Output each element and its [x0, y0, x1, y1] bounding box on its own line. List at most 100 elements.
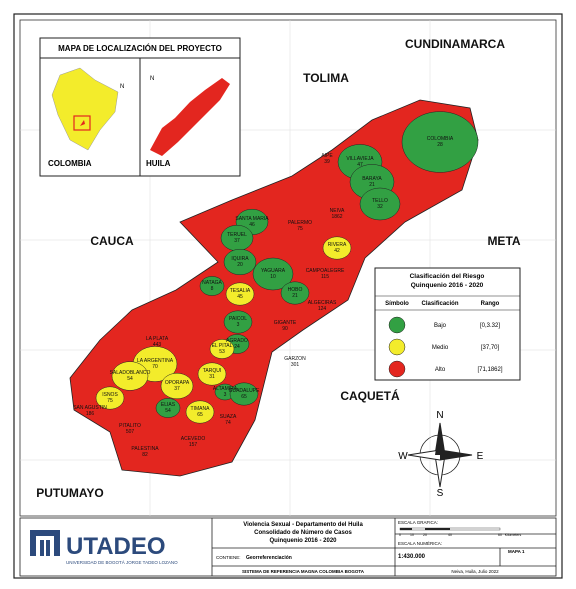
region-label: CAUCA: [90, 234, 134, 248]
municipality-cases: 75: [107, 398, 113, 404]
municipality-name: PALERMO: [288, 220, 312, 226]
municipality-area: [322, 236, 352, 260]
locator: [73, 115, 91, 131]
municipality-cases: 186: [86, 411, 95, 417]
municipality-area: [252, 257, 294, 291]
municipality-area: [111, 361, 149, 391]
municipality-cases: 45: [237, 294, 243, 300]
municipality-name: GUADALUPE: [229, 388, 261, 394]
logo-mark: [30, 530, 60, 556]
inset-title: MAPA DE LOCALIZACIÓN DEL PROYECTO: [58, 44, 222, 53]
municipality-area: [359, 187, 401, 221]
scale-label: Kilometers: [505, 533, 522, 537]
place-date: Neiva, Huila, Julio 2022: [451, 569, 499, 574]
huila-shape: [150, 78, 230, 156]
municipality-name: RIVERA: [328, 242, 347, 248]
municipality-name: AGRADO: [226, 338, 248, 344]
municipality-name: HOBO: [288, 287, 303, 293]
region-label: CAQUETÁ: [340, 388, 400, 403]
municipality-area: [199, 276, 225, 296]
legend-range: [71,1862]: [477, 367, 502, 373]
municipality-name: PITALITO: [119, 423, 141, 429]
footer-grid: [19, 517, 557, 577]
legend-header: Símbolo: [385, 301, 409, 307]
municipality-cases: 115: [321, 274, 329, 280]
municipality-cases: 28: [437, 142, 443, 148]
municipality-cases: 75: [297, 226, 303, 232]
legend-range: [37,70]: [481, 345, 500, 351]
municipality-cases: 65: [197, 412, 203, 418]
municipality-cases: 46: [249, 222, 255, 228]
inset-north: N: [120, 84, 124, 90]
municipality-cases: 54: [165, 408, 171, 414]
scale-label: 60: [498, 533, 502, 537]
scale-label: 0: [399, 533, 401, 537]
municipality-cases: 8: [211, 286, 214, 292]
huila-mini: [80, 120, 85, 126]
municipality-name: COLOMBIA: [427, 136, 454, 142]
municipality-cases: 124: [318, 306, 327, 312]
scale-label: 40: [448, 533, 452, 537]
municipality-area: [229, 382, 259, 406]
municipality-name: ACEVEDO: [181, 436, 206, 442]
municipality-name: VILLAVIEJA: [346, 156, 374, 162]
municipality-name: NEIVA: [330, 208, 345, 214]
municipality-cases: 65: [241, 394, 247, 400]
legend-header: Rango: [481, 301, 500, 307]
municipality-name: AIPE: [321, 153, 333, 159]
municipality-name: NATAGA: [202, 280, 222, 286]
municipality-name: TELLO: [372, 198, 388, 204]
compass-e: E: [477, 451, 484, 462]
municipality-cases: 70: [152, 364, 158, 370]
inset-country: COLOMBIA: [48, 159, 92, 168]
compass-s: S: [437, 488, 444, 499]
scale-label: 20: [423, 533, 427, 537]
compass-w: W: [398, 451, 408, 462]
legend-range: [0,3.32]: [480, 323, 500, 329]
municipality-area: [185, 400, 215, 424]
municipality-area: [197, 362, 227, 386]
municipality-name: SANTA MARIA: [235, 216, 269, 222]
logo-text: UTADEO: [66, 533, 166, 560]
municipality-name: EL PITAL: [212, 343, 233, 349]
municipality-name: SALADOBLANCO: [110, 370, 151, 376]
region-label: CUNDINAMARCA: [405, 37, 505, 51]
municipality-cases: 31: [209, 374, 215, 380]
municipality-area: [160, 372, 194, 400]
municipality-cases: 82: [142, 452, 148, 458]
map-number: MAPA 1: [508, 549, 525, 554]
municipality-name: ELIAS: [161, 402, 176, 408]
university: UNIVERSIDAD DE BOGOTÁ JORGE TADEO LOZANO: [66, 559, 178, 565]
inset-north: N: [150, 76, 154, 82]
municipality-name: ISNOS: [102, 392, 118, 398]
reference: SISTEMA DE REFERENCIA MAGNA COLOMBIA BOG…: [242, 569, 365, 574]
colombia-shape: [51, 67, 119, 151]
municipality-name: LA PLATA: [146, 336, 169, 342]
inset-department: HUILA: [146, 159, 171, 168]
legend-symbol: [388, 360, 406, 378]
municipality-area: [225, 282, 255, 306]
municipality-area: [223, 248, 257, 276]
municipality-area: [155, 398, 181, 418]
legend-label: Bajo: [434, 323, 447, 329]
municipality-cases: 37: [174, 386, 180, 392]
municipality-cases: 20: [237, 262, 243, 268]
municipality-name: PALESTINA: [131, 446, 159, 452]
numeric-title: ESCALA NUMÉRICA:: [398, 540, 442, 546]
municipality-name: TESALIA: [230, 288, 251, 294]
scale-bar: [399, 527, 501, 531]
municipality-name: ALTAMIRA: [213, 386, 238, 392]
municipality-area: [280, 281, 310, 305]
municipality-cases: 37: [234, 238, 240, 244]
municipality-name: GIGANTE: [274, 320, 297, 326]
municipality-cases: 443: [153, 342, 162, 348]
contains-value: Georreferenciación: [246, 555, 292, 561]
municipality-cases: 3: [237, 322, 240, 328]
legend-header: Clasificación: [421, 301, 458, 307]
municipality-cases: 507: [126, 429, 135, 435]
municipality-area: [401, 111, 479, 173]
scale-label: 10: [410, 533, 414, 537]
footer-title: Quinquenio 2016 - 2020: [269, 538, 337, 544]
municipality-cases: 3: [224, 392, 227, 398]
municipality-cases: 42: [334, 248, 340, 254]
